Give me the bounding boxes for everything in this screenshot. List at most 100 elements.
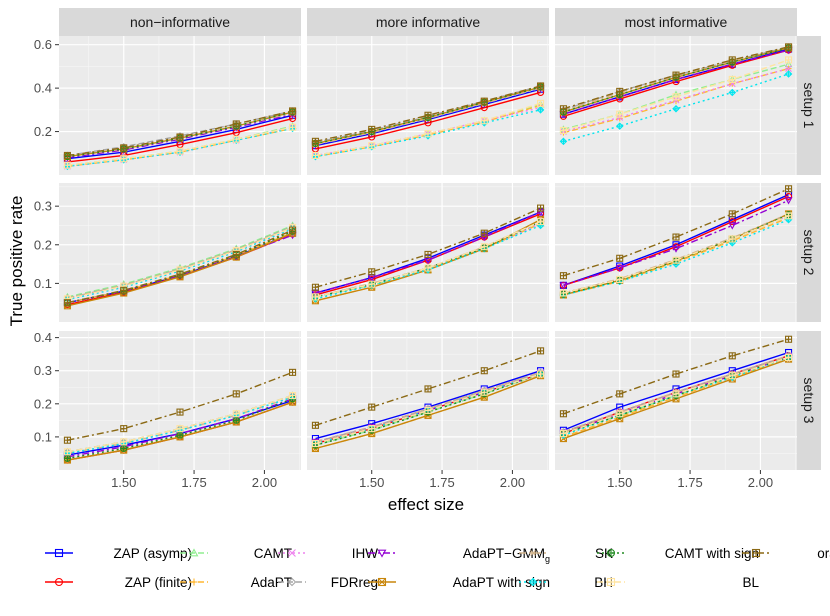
facet-strip-row-2: setup 2 [797,183,821,322]
legend-item-bl: BL [597,575,759,590]
data-point [785,185,793,193]
panel-r2-c3 [555,183,797,322]
legend-label: CAMT with sign [665,546,759,561]
data-point [424,406,432,414]
data-point [424,130,432,138]
y-axis-row-2: 0.1 0.2 0.3 [34,199,59,291]
data-point [559,272,567,280]
series-bl [63,123,297,169]
series-line [563,47,789,113]
data-point [616,403,624,411]
data-point [368,142,376,150]
data-point [480,388,488,396]
x-tick-label: 2.00 [500,475,525,490]
legend-marker [377,577,387,587]
series-line [67,394,293,453]
data-point [559,137,568,146]
data-point [120,438,128,446]
series-line [67,231,293,304]
strip-label: setup 3 [801,378,817,424]
facet-strip-col-3: most informative [555,8,797,36]
y-tick-label: 0.3 [34,363,52,378]
data-point [537,82,545,90]
data-point [232,120,240,128]
legend-item-adapt: AdaPT [180,575,292,590]
series-oracle [311,347,545,429]
legend-item-zap-asymp-: ZAP (asymp) [45,546,192,561]
data-point [176,425,184,433]
data-point [785,335,793,343]
strip-background [307,8,549,36]
series-oracle [311,82,545,145]
y-tick-label: 0.3 [34,199,52,214]
data-point [311,137,319,145]
data-point [537,347,545,355]
data-point [120,155,128,163]
legend-marker [54,577,64,587]
legend-label: AdaPT [251,575,292,590]
data-point [232,250,240,258]
strip-label: non−informative [130,14,230,30]
data-point [368,280,376,288]
panel-background [307,36,549,175]
data-point [176,408,184,416]
legend-label: oracle [817,546,830,561]
series-line [67,224,293,298]
x-tick-label: 1.75 [181,475,206,490]
series-line [67,225,293,299]
data-point [311,439,319,448]
series-bl [559,212,793,297]
y-tick-label: 0.4 [34,330,52,345]
data-point [176,133,184,141]
series-adapt-gmmg [559,197,793,290]
strip-label: setup 1 [801,83,817,129]
data-point [424,385,432,393]
data-point [728,80,736,88]
data-point [480,117,488,125]
facet-strip-col-1: non−informative [59,8,301,36]
data-point [559,410,567,418]
data-point [176,147,184,155]
data-point [368,403,376,411]
y-axis-row-3: 0.1 0.2 0.3 0.4 [34,330,59,444]
series-line [563,338,789,415]
legend-label: AdaPT with sign [453,575,550,590]
legend-item-camt-with-sign: CAMT with sign [597,546,759,561]
data-point [672,256,680,264]
y-tick-label: 0.4 [34,81,52,96]
strip-label: setup 2 [801,230,817,276]
data-point [63,448,71,456]
x-axis-col-3: 1.50 1.75 2.00 [607,470,773,490]
series-bl [311,218,545,301]
data-point [176,270,184,278]
series-oracle [63,368,297,444]
legend-item-zap-finite-: ZAP (finite) [45,575,192,590]
series-oracle [559,335,793,418]
data-point [672,390,680,398]
data-point [289,226,297,234]
series-line [315,102,541,157]
legend-label: ZAP (asymp) [113,546,192,561]
y-tick-label: 0.2 [34,396,52,411]
data-point [63,454,71,462]
legend-label: ZAP (finite) [125,575,192,590]
strip-background [555,8,797,36]
data-point [615,264,624,273]
y-tick-label: 0.2 [34,124,52,139]
legend-label: IHW [352,546,379,561]
data-point [289,107,297,115]
series-oracle [311,204,545,291]
series-line [315,220,541,298]
data-point [63,436,71,444]
legend-marker [606,577,616,587]
data-point [311,293,319,301]
data-point [785,43,793,51]
data-point [784,70,793,78]
y-tick-label: 0.1 [34,429,52,444]
series-line [315,222,541,298]
series-line [315,373,541,446]
data-point [368,425,376,433]
legend-marker [54,548,64,558]
data-point [480,229,488,237]
